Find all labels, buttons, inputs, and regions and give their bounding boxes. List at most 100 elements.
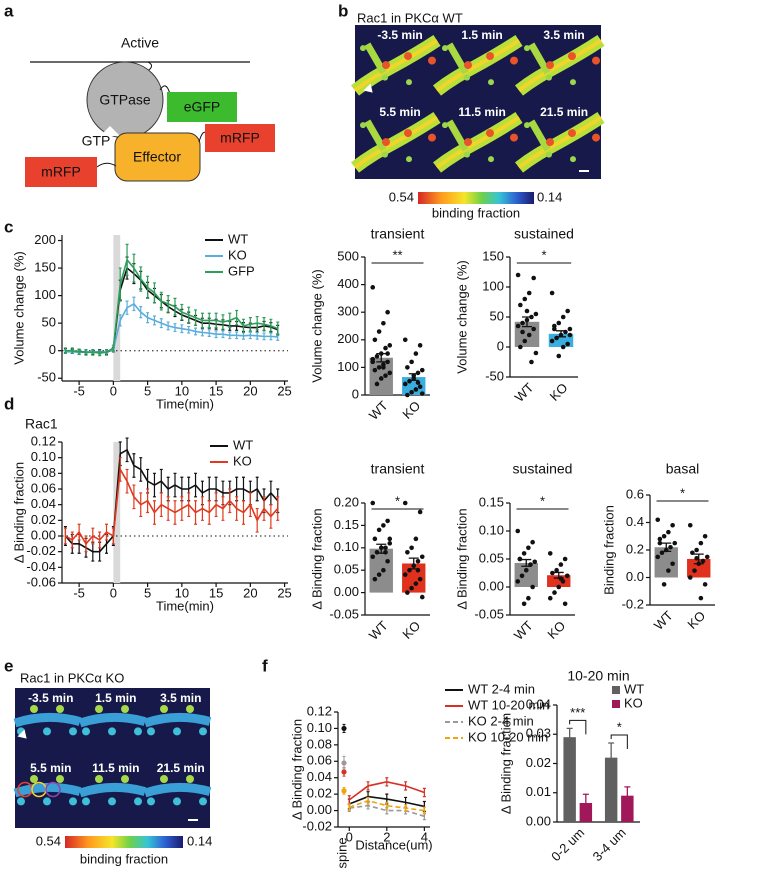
data-point: [372, 536, 378, 542]
time-label: -3.5 min: [377, 28, 422, 42]
data-point: [556, 584, 562, 590]
stimulus-shade: [113, 235, 121, 381]
data-point: [666, 529, 671, 535]
error-bar: [125, 437, 129, 463]
spine-point: [341, 725, 347, 732]
bar: [604, 757, 618, 822]
dendrite-core: [435, 115, 521, 170]
chart-title: sustained: [514, 226, 574, 242]
legend-label: WT 2-4 min: [468, 681, 535, 696]
x-tick-label: KO: [544, 618, 568, 642]
data-point: [515, 272, 521, 278]
data-point: [520, 320, 525, 326]
x-tick-label: 5: [144, 383, 151, 398]
error-bar: [98, 349, 102, 357]
error-bar: [624, 786, 631, 806]
data-point: [387, 541, 393, 546]
error-bar: [111, 527, 115, 545]
error-bar: [173, 323, 177, 333]
y-tick-label: 50: [42, 315, 56, 330]
dendrite-core: [353, 115, 439, 170]
error-bar: [152, 500, 156, 525]
time-label: 3.5 min: [160, 691, 201, 705]
y-tick-label: 100: [34, 287, 56, 302]
error-bar: [166, 321, 170, 331]
x-tick-label: 25: [277, 383, 291, 398]
data-point: [402, 381, 408, 387]
x-tick-label: WT: [511, 618, 536, 643]
legend-label: GFP: [228, 263, 255, 278]
data-point: [415, 558, 421, 564]
branch: [364, 42, 387, 75]
mrfp-box: [205, 124, 275, 152]
spine: [56, 775, 64, 783]
spine: [186, 705, 194, 713]
error-bar: [276, 496, 280, 521]
spine-label: spine: [334, 837, 349, 868]
error-bar: [70, 531, 74, 549]
data-point: [413, 581, 419, 586]
data-point: [409, 585, 414, 591]
spine: [486, 52, 494, 61]
error-bar: [194, 309, 198, 326]
y-tick-label: 0.08: [31, 465, 56, 480]
microscopy-image: -3.5 min 1.5 min 3.5 min 5.5 min 11.5 min 21.…: [350, 25, 605, 179]
data-point: [694, 555, 699, 561]
legend-swatch: [612, 686, 620, 694]
error-bar: [404, 781, 408, 791]
data-point: [374, 549, 380, 555]
error-bar: [166, 295, 170, 313]
time-label: 21.5 min: [157, 761, 205, 775]
error-bar: [200, 496, 204, 521]
error-bar: [125, 243, 129, 276]
spine: [82, 797, 90, 806]
y-axis-label: Δ Binding fraction: [11, 462, 26, 563]
spine: [108, 727, 116, 736]
error-bar: [255, 476, 259, 502]
spine: [108, 797, 116, 806]
spine: [69, 727, 77, 736]
error-bar: [63, 527, 67, 545]
error-bar: [221, 330, 225, 339]
y-tick-label: 0.12: [31, 433, 56, 448]
data-point: [657, 540, 663, 546]
time-label: 11.5 min: [92, 761, 139, 775]
error-bar: [70, 347, 74, 355]
spine: [404, 52, 412, 61]
error-bar: [522, 316, 532, 328]
data-point: [413, 351, 419, 356]
x-axis-label: Distance(um): [355, 837, 432, 852]
spine: [510, 133, 518, 142]
data-point: [518, 344, 523, 350]
y-tick-label: 0.00: [31, 527, 56, 542]
spine: [592, 56, 600, 65]
chart-title: Rac1: [25, 416, 58, 432]
spine: [568, 129, 576, 138]
data-point: [415, 380, 421, 385]
spine: [404, 129, 412, 138]
spine: [488, 79, 494, 86]
color-bar: [65, 836, 183, 848]
error-bar: [347, 803, 351, 812]
error-bar: [566, 727, 573, 747]
y-tick-label: 0.04: [307, 769, 332, 784]
data-point: [402, 500, 408, 506]
time-label: 3.5 min: [543, 28, 584, 42]
error-bar: [180, 303, 184, 321]
data-point: [672, 540, 678, 546]
error-bar: [221, 314, 225, 330]
spine: [69, 797, 77, 806]
data-point: [385, 518, 390, 524]
error-bar: [235, 309, 239, 326]
error-bar: [693, 553, 704, 565]
x-tick-label: 3-4 um: [590, 825, 629, 864]
spine: [199, 727, 207, 736]
y-tick-label: 300: [337, 304, 359, 319]
data-point: [655, 554, 661, 560]
data-point: [532, 559, 538, 565]
error-bar: [194, 472, 198, 498]
error-bar: [582, 793, 589, 813]
error-bar: [118, 314, 122, 327]
x-tick-label: 10: [175, 585, 189, 600]
error-bar: [152, 315, 156, 326]
